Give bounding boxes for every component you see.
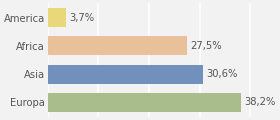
Bar [48, 65, 203, 84]
Text: 27,5%: 27,5% [190, 41, 222, 51]
Bar [48, 8, 66, 27]
Text: 30,6%: 30,6% [206, 69, 237, 79]
Bar [48, 93, 241, 112]
Text: 38,2%: 38,2% [244, 97, 276, 107]
Text: 3,7%: 3,7% [69, 13, 94, 23]
Bar [48, 36, 187, 55]
